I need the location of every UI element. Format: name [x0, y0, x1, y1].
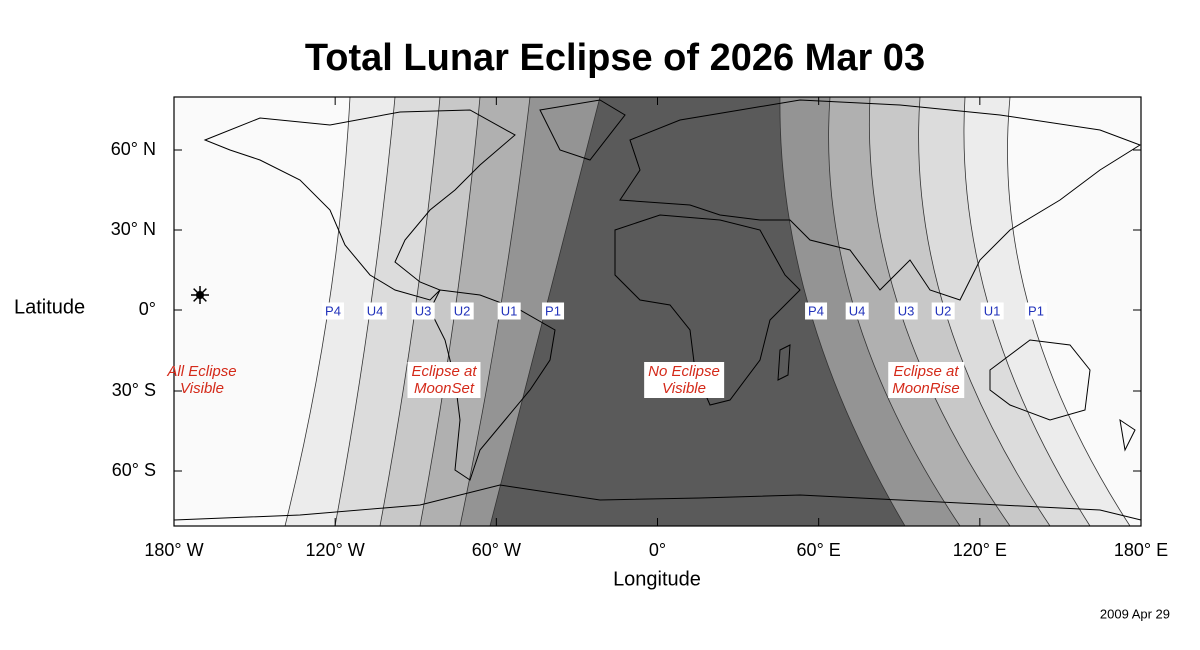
y-tick-label: 30° N	[111, 219, 156, 239]
contact-label-text: P4	[325, 303, 341, 319]
contact-label: U4	[363, 302, 387, 320]
coastline	[989, 339, 1091, 421]
x-tick-label: 120° W	[306, 540, 365, 560]
x-tick-label: 180° E	[1114, 540, 1168, 560]
moon-marker-ray	[199, 294, 207, 302]
map-area	[173, 96, 1142, 527]
region-label-text: No Eclipse	[648, 363, 720, 380]
y-tick-label: 60° N	[111, 139, 156, 159]
contact-label: U4	[845, 302, 869, 320]
contact-label-text: U4	[366, 303, 384, 319]
contact-label-text: U2	[934, 303, 952, 319]
coastline	[429, 289, 556, 481]
contact-label-text: U3	[414, 303, 432, 319]
coastline	[203, 109, 516, 301]
region-label: Eclipse at MoonRise	[888, 362, 964, 398]
date-stamp: 2009 Apr 29	[1100, 606, 1170, 621]
moon-marker-ray	[193, 288, 201, 296]
x-tick-label: 60° E	[797, 540, 841, 560]
contact-label-text: P1	[545, 303, 561, 319]
region-label-text: Eclipse at	[411, 363, 477, 380]
contact-label: P4	[322, 302, 344, 320]
region-label-text: MoonRise	[892, 380, 960, 397]
coastline	[1119, 418, 1136, 452]
region-label-text: Visible	[662, 380, 706, 397]
x-axis-label: Longitude	[613, 568, 701, 590]
contact-label-text: U1	[500, 303, 518, 319]
region-label-text: Eclipse at	[893, 363, 959, 380]
contact-label: U2	[931, 302, 955, 320]
contact-label: U1	[497, 302, 521, 320]
x-tick-label: 180° W	[144, 540, 203, 560]
region-label: No Eclipse Visible	[644, 362, 724, 398]
x-tick-label: 0°	[649, 540, 666, 560]
region-label-text: Visible	[180, 380, 224, 397]
contact-label-text: U3	[897, 303, 915, 319]
coastline	[619, 99, 1142, 301]
moon-marker-ray	[193, 294, 201, 302]
contact-label-text: U1	[983, 303, 1001, 319]
y-tick-label: 30° S	[112, 380, 156, 400]
region-label-text: All Eclipse	[167, 363, 237, 380]
x-tick-label: 120° E	[953, 540, 1007, 560]
contact-label-text: P1	[1028, 303, 1044, 319]
moon-marker-ray	[199, 288, 207, 296]
region-label-text: MoonSet	[413, 380, 475, 397]
contact-label-text: U2	[453, 303, 471, 319]
contact-label: U2	[450, 302, 474, 320]
y-tick-label: 60° S	[112, 460, 156, 480]
x-tick-label: 60° W	[472, 540, 521, 560]
y-axis-label: Latitude	[14, 296, 85, 318]
contact-label-text: P4	[808, 303, 824, 319]
y-tick-label: 0°	[139, 299, 156, 319]
title: Total Lunar Eclipse of 2026 Mar 03	[305, 37, 925, 79]
contact-label: U3	[894, 302, 918, 320]
region-label: Eclipse at MoonSet	[407, 362, 481, 398]
contact-label: P4	[805, 302, 827, 320]
coastline	[777, 344, 791, 381]
coastline	[614, 214, 801, 406]
coastline	[173, 484, 1142, 521]
region-label: All Eclipse Visible	[163, 362, 240, 398]
coastline	[539, 99, 626, 161]
contact-label: P1	[542, 302, 564, 320]
contact-label-text: U4	[848, 303, 866, 319]
contact-label: U1	[980, 302, 1004, 320]
contact-label: P1	[1025, 302, 1047, 320]
contact-label: U3	[411, 302, 435, 320]
